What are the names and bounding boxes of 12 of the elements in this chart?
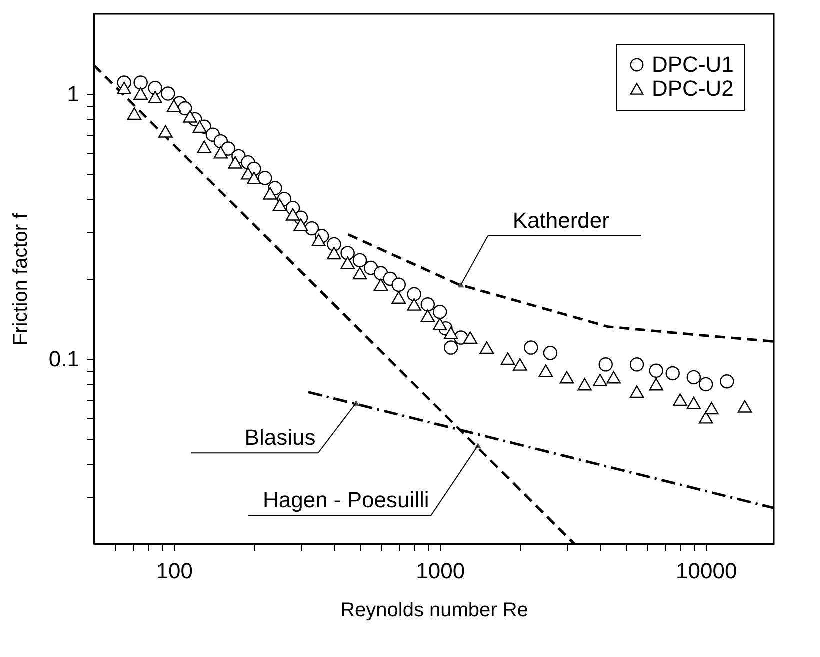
legend-label: DPC-U1	[652, 52, 734, 77]
x-tick-label: 1000	[416, 558, 466, 584]
annotation: Blasius	[244, 425, 316, 450]
y-axis-title: Friction factor f	[10, 212, 32, 346]
x-tick-label: 100	[156, 558, 193, 584]
annotation: Katherder	[512, 208, 610, 233]
y-tick-label: 0.1	[48, 346, 80, 372]
x-axis-title: Reynolds number Re	[340, 600, 528, 622]
legend-label: DPC-U2	[652, 76, 734, 101]
x-tick-label: 10000	[676, 558, 738, 584]
y-tick-label: 1	[67, 81, 80, 106]
annotation: Hagen - Poesuilli	[262, 488, 430, 513]
